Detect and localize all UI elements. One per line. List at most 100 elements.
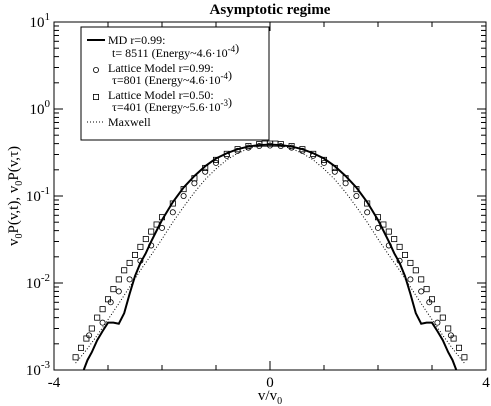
circle-point [180, 192, 187, 199]
circle-point [191, 180, 198, 187]
square-point [380, 221, 387, 228]
square-point [110, 286, 117, 293]
legend-label: τ=801 (Energy~4.6·10-4) [112, 68, 232, 87]
square-point [320, 156, 327, 163]
circle-point [99, 319, 106, 326]
square-point [385, 228, 392, 235]
square-point [234, 146, 241, 153]
square-point [153, 221, 160, 228]
legend-circle-marker [93, 67, 100, 74]
series-dotted [75, 144, 465, 364]
circle-point [434, 319, 441, 326]
y-axis-ticks: 101 100 10-1 10-2 10-3 [26, 11, 486, 379]
x-tick-label: 0 [266, 375, 274, 391]
x-axis-label: v/v0 [258, 388, 282, 406]
square-point [353, 186, 360, 193]
series-layer [72, 140, 468, 370]
square-point [423, 286, 430, 293]
circle-point [212, 159, 219, 166]
square-point [364, 200, 371, 207]
y-tick-label: 10-1 [26, 185, 50, 205]
circle-point [353, 192, 360, 199]
legend-label: Lattice Model r=0.50: [108, 88, 214, 102]
square-point [418, 276, 425, 283]
square-point [202, 164, 209, 171]
square-point [121, 267, 128, 274]
circle-point [418, 288, 425, 295]
square-point [310, 150, 317, 157]
square-point [407, 259, 414, 266]
circle-point [407, 276, 414, 283]
square-point [105, 296, 112, 303]
legend-label: Maxwell [108, 115, 151, 129]
circle-point [342, 180, 349, 187]
y-tick-label: 10-3 [26, 359, 51, 379]
square-point [142, 236, 149, 243]
square-point [148, 228, 155, 235]
square-point [461, 354, 468, 361]
square-point [99, 306, 106, 313]
square-point [78, 344, 85, 351]
circle-point [148, 242, 155, 249]
square-point [191, 175, 198, 182]
y-tick-label: 10-2 [26, 272, 50, 292]
circle-point [169, 209, 176, 216]
legend: MD r=0.99:t= 8511 (Energy~4.6·10-4)Latti… [80, 26, 270, 141]
legend-label: t= 8511 (Energy~4.6·10-4) [112, 41, 239, 60]
square-point [72, 354, 79, 361]
y-axis-label: v0 P(v,t), v0 P(v,τ) [6, 146, 25, 246]
square-point [412, 267, 419, 274]
x-tick-label: -4 [48, 375, 61, 391]
square-point [223, 150, 230, 157]
legend-square-marker [93, 94, 100, 101]
square-point [88, 325, 95, 332]
square-point [299, 146, 306, 153]
square-point [428, 296, 435, 303]
circle-point [202, 168, 209, 175]
square-point [245, 143, 252, 150]
series-solid [82, 143, 458, 370]
square-point [401, 251, 408, 258]
circle-point [115, 288, 122, 295]
x-axis-label-sub: 0 [277, 396, 282, 406]
y-tick-label: 101 [30, 11, 51, 31]
circle-point [385, 242, 392, 249]
legend-label: Lattice Model r=0.99: [108, 61, 214, 75]
x-tick-label: 4 [482, 375, 490, 391]
square-point [342, 175, 349, 182]
square-point [180, 186, 187, 193]
circle-point [364, 209, 371, 216]
legend-item: Lattice Model r=0.50:τ=401 (Energy~5.6·1… [93, 88, 232, 114]
square-point [434, 306, 441, 313]
chart-title: Asymptotic regime [210, 2, 331, 18]
square-point [439, 314, 446, 321]
circle-point [374, 224, 381, 231]
circle-point [126, 276, 133, 283]
legend-item: Lattice Model r=0.99:τ=801 (Energy~4.6·1… [93, 61, 232, 87]
square-point [391, 236, 398, 243]
square-point [396, 243, 403, 250]
square-point [158, 214, 165, 221]
square-point [445, 325, 452, 332]
legend-label: τ=401 (Energy~5.6·10-3) [112, 95, 232, 114]
x-axis-ticks: -4 0 4 [48, 22, 490, 391]
square-point [374, 214, 381, 221]
series-circle [86, 142, 454, 339]
legend-item: MD r=0.99:t= 8511 (Energy~4.6·10-4) [87, 33, 239, 60]
series-square [72, 140, 468, 361]
square-point [126, 259, 133, 266]
x-axis-label-main: v/v [258, 388, 278, 404]
square-point [450, 335, 457, 342]
circle-point [320, 159, 327, 166]
square-point [137, 243, 144, 250]
square-point [331, 164, 338, 171]
square-point [288, 143, 295, 150]
series-line-dotted [75, 144, 465, 364]
square-point [169, 200, 176, 207]
legend-box [80, 26, 270, 141]
series-line-solid [82, 143, 458, 370]
square-point [94, 314, 101, 321]
square-point [277, 141, 284, 148]
square-point [455, 344, 462, 351]
